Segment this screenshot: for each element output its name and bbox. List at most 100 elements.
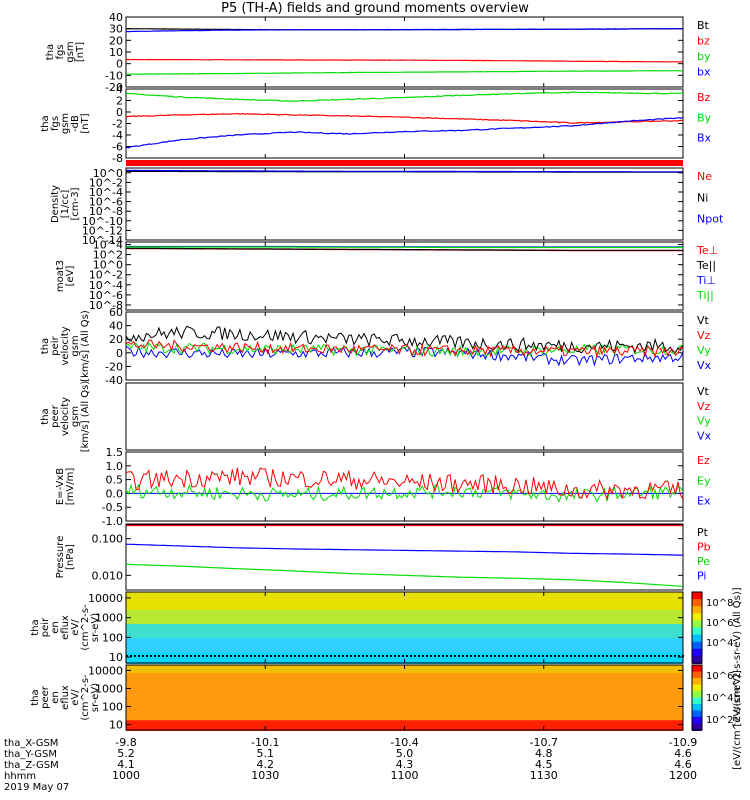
panel-2-tick-label: -2 [112,118,123,131]
panel-9-marker [230,655,232,657]
panel-9-marker [462,655,464,657]
panel-10-ylabel: eV/ [70,689,81,706]
panel-9-band [126,625,683,629]
panel-10-band [126,674,683,678]
panel-9-marker [318,655,320,657]
colorbar-top [692,592,702,596]
panel-1-legend-2: by [697,50,711,63]
xaxis-date: 2019 May 07 [4,782,69,793]
panel-5-ylabel: gsm [70,335,81,356]
panel-9-marker [406,655,408,657]
panel-4-tick-label: 10^-2 [89,269,123,282]
colorbar-bottom [692,665,702,669]
panel-5-tick-label: 60 [109,306,123,319]
panel-10-band [126,721,683,725]
panel-9-marker [246,655,248,657]
panel-9-band [126,602,683,606]
panel-9-marker [242,655,244,657]
colorbar-top [692,620,702,624]
panel-9-band [126,613,683,617]
panel-9-marker [402,655,404,657]
colorbar-top [692,651,702,655]
panel-8-tick-label: 0.010 [92,569,124,582]
panel-2-series-Bx [125,117,684,149]
xaxis-value: 5.1 [257,747,275,760]
panel-9-marker [250,655,252,657]
xaxis-value: 1200 [669,769,697,782]
panel-1-series-by [125,70,683,75]
colorbar-top [692,613,702,617]
panel-9-marker [210,655,212,657]
panel-9-marker [654,655,656,657]
panel-3-tick-label: 10^-2 [89,176,123,189]
panel-9-marker [614,655,616,657]
colorbar-top [692,594,702,598]
panel-9-band [126,652,683,656]
panel-9-marker [486,655,488,657]
panel-1-tick-label: 20 [109,34,123,47]
colorbar-bottom [692,701,702,705]
panel-10-ylabel: (cm^2-s- [80,674,91,721]
panel-9-marker [342,655,344,657]
panel-10-band [126,704,683,707]
panel-9-band [126,620,683,624]
colorbar-top [692,610,702,615]
panel-1-frame [125,16,684,88]
panel-9-ylabel: en [50,621,61,634]
panel-9-marker [162,655,164,657]
panel-9-marker [294,655,296,657]
colorbar-label-bottom: [eV/(cm^2-s-sr-eV)] [732,670,743,770]
panel-9-marker [678,655,680,657]
panel-9-marker [126,655,128,657]
panel-9-band [126,607,683,611]
panel-1-tick-label: 30 [109,23,123,36]
panel-9-marker [398,655,400,657]
panel-7-ylabel: [mV/m] [65,468,76,506]
panel-9-tick-label: 100 [102,631,123,644]
colorbar-top [692,601,702,605]
panel-9-marker [258,655,260,657]
colorbar-bottom [692,669,702,673]
panel-9-marker [662,655,664,657]
panel-2-tick-label: -8 [112,152,123,165]
panel-9-marker [434,655,436,657]
panel-9-marker [478,655,480,657]
xaxis-value: 4.1 [117,758,135,771]
panel-6-ylabel: gsm [70,406,81,427]
panel-4-ylabel: [eV] [65,266,76,287]
colorbar-bottom [692,721,702,725]
panel-9-band [126,595,683,599]
panel-8-legend-0: Pt [697,526,709,539]
panel-5-ylabel: tha [40,338,51,354]
panel-9-marker [282,655,284,657]
panel-9-ylabel: eV/ [70,619,81,636]
panel-1-tick-label: 40 [109,11,123,24]
colorbar-bottom [692,717,702,721]
panel-5-legend-2: Vy [697,344,711,357]
panel-5-legend-0: Vt [697,314,710,327]
panel-9-marker [618,655,620,657]
panel-9-tick-label: 10 [109,651,123,664]
colorbar-top [692,648,702,653]
panel-2-series-By [126,91,684,102]
panel-9-band [126,629,683,633]
panel-9-marker [646,655,648,657]
panel-10-band [126,718,683,722]
panel-9-marker [642,655,644,657]
colorbar-top [692,653,702,657]
panel-2-legend-0: Bz [697,91,711,104]
colorbar-tick-top: 10^8 [706,598,733,609]
panel-8-legend-2: Pe [697,555,710,568]
panel-10-band [126,686,683,689]
panel-6-ylabel: [km/s] (All Qs) [80,381,91,453]
panel-8-ylabel: [nPa] [65,544,76,570]
panel-10-band [126,699,683,702]
panel-9-marker [626,655,628,657]
panel-9-band [126,616,683,620]
panel-9-marker [506,655,508,657]
panel-9-marker [422,655,424,657]
panel-5-tick-label: -40 [105,374,123,387]
panel-7-tick-label: -1.0 [102,515,123,528]
panel-9-marker [566,655,568,657]
panel-2-tick-label: 2 [116,95,123,108]
